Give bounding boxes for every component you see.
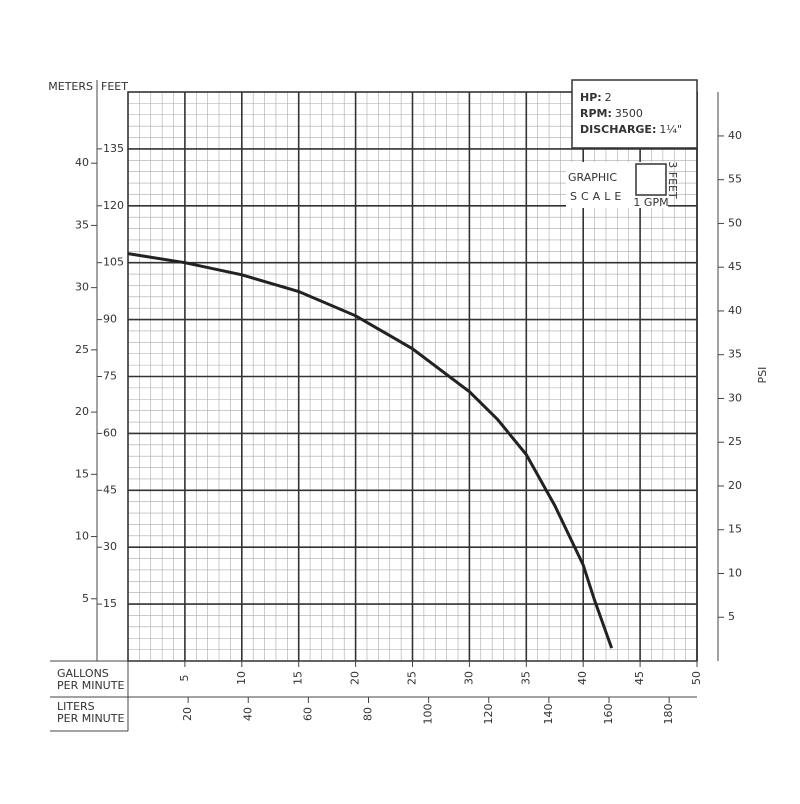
scale-height: 3 FEET <box>666 161 679 199</box>
scale-width: 1 GPM <box>633 196 668 209</box>
y2-tick-label: 15 <box>728 523 742 536</box>
x-tick-label: 25 <box>406 671 419 685</box>
liters-tick-label: 60 <box>301 707 314 721</box>
axis-title: PER MINUTE <box>57 679 124 692</box>
x-tick-label: 5 <box>178 675 191 682</box>
liters-tick-label: 120 <box>482 704 495 725</box>
y-tick-label: 15 <box>103 597 117 610</box>
info-label: DISCHARGE: <box>580 123 656 136</box>
x-tick-label: 45 <box>633 671 646 685</box>
y-tick-label: 135 <box>103 142 124 155</box>
y2-tick-label: 35 <box>728 348 742 361</box>
x-tick-label: 20 <box>349 671 362 685</box>
info-value: 2 <box>605 91 612 104</box>
liters-tick-label: 100 <box>422 704 435 725</box>
liters-tick-label: 20 <box>181 707 194 721</box>
info-line: DISCHARGE: 1¼" <box>580 123 682 136</box>
y2-tick-label: 10 <box>728 566 742 579</box>
meters-tick-label: 5 <box>82 592 89 605</box>
axis-title: METERS <box>48 80 93 93</box>
axis-title: PSI <box>756 367 769 384</box>
info-value: 1¼" <box>659 123 682 136</box>
y-tick-label: 75 <box>103 370 117 383</box>
info-value: 3500 <box>615 107 643 120</box>
y2-tick-label: 5 <box>728 610 735 623</box>
x-tick-label: 40 <box>576 671 589 685</box>
meters-tick-label: 10 <box>75 530 89 543</box>
y2-tick-label: 20 <box>728 479 742 492</box>
info-label: RPM: <box>580 107 612 120</box>
liters-tick-label: 140 <box>542 704 555 725</box>
axis-title: GALLONS <box>57 667 109 680</box>
axis-title: FEET <box>101 80 128 93</box>
pump-curve <box>127 252 614 649</box>
y2-tick-label: 40 <box>728 304 742 317</box>
meters-tick-label: 40 <box>75 156 89 169</box>
y-tick-label: 30 <box>103 540 117 553</box>
liters-tick-label: 180 <box>662 704 675 725</box>
x-tick-label: 35 <box>519 671 532 685</box>
y-tick-label: 45 <box>103 483 117 496</box>
liters-tick-label: 40 <box>241 707 254 721</box>
y-tick-label: 90 <box>103 313 117 326</box>
y2-tick-label: 25 <box>728 435 742 448</box>
axis-title: LITERS <box>57 700 95 713</box>
y-tick-label: 120 <box>103 199 124 212</box>
meters-tick-label: 25 <box>75 343 89 356</box>
meters-tick-label: 20 <box>75 405 89 418</box>
info-box <box>571 79 698 149</box>
y2-tick-label: 30 <box>728 391 742 404</box>
y2-tick-label: 40 <box>728 129 742 142</box>
x-tick-label: 15 <box>292 671 305 685</box>
meters-tick-label: 30 <box>75 281 89 294</box>
info-line: HP: 2 <box>580 91 612 104</box>
y2-tick-label: 45 <box>728 260 742 273</box>
scale-title: GRAPHIC <box>568 171 617 184</box>
y2-tick-label: 55 <box>728 173 742 186</box>
info-line: RPM: 3500 <box>580 107 643 120</box>
x-tick-label: 50 <box>690 671 703 685</box>
meters-tick-label: 15 <box>75 467 89 480</box>
info-label: HP: <box>580 91 602 104</box>
liters-tick-label: 80 <box>362 707 375 721</box>
y2-tick-label: 50 <box>728 216 742 229</box>
y-tick-label: 60 <box>103 426 117 439</box>
liters-tick-label: 160 <box>602 704 615 725</box>
scale-square <box>635 163 667 196</box>
axis-title: PER MINUTE <box>57 712 124 725</box>
y-tick-label: 105 <box>103 256 124 269</box>
x-tick-label: 10 <box>235 671 248 685</box>
scale-title: SCALE <box>570 190 625 203</box>
x-tick-label: 30 <box>462 671 475 685</box>
meters-tick-label: 35 <box>75 218 89 231</box>
